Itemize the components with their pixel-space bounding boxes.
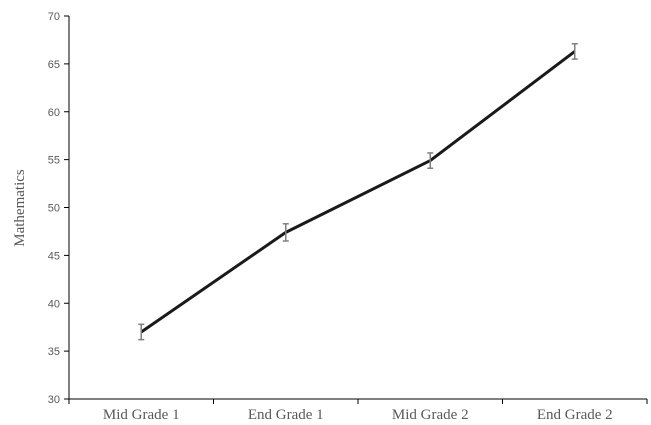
x-tick-label: Mid Grade 1 bbox=[103, 407, 180, 423]
y-tick-label: 45 bbox=[48, 250, 60, 262]
y-tick-label: 40 bbox=[48, 298, 60, 310]
y-tick-label: 30 bbox=[48, 394, 60, 406]
series-line bbox=[140, 50, 576, 334]
error-bar bbox=[138, 323, 145, 341]
y-tick-label: 70 bbox=[48, 11, 60, 23]
y-tick-label: 60 bbox=[48, 107, 60, 119]
y-tick-label: 65 bbox=[48, 59, 60, 71]
y-tick-label: 55 bbox=[48, 155, 60, 167]
x-tick-label: End Grade 2 bbox=[537, 407, 613, 423]
y-axis-title: Mathematics bbox=[12, 169, 28, 247]
axes: 30 35 40 45 50 55 60 65 70 Mid Grade 1 End Grade 1… bbox=[48, 11, 648, 423]
error-bar bbox=[282, 223, 289, 242]
series-marks bbox=[138, 43, 578, 341]
x-tick-label: End Grade 1 bbox=[248, 407, 324, 423]
y-tick-label: 35 bbox=[48, 346, 60, 358]
y-tick-label: 50 bbox=[48, 203, 60, 215]
error-bar bbox=[571, 43, 578, 60]
x-tick-label: Mid Grade 2 bbox=[392, 407, 469, 423]
error-bar bbox=[427, 152, 434, 169]
